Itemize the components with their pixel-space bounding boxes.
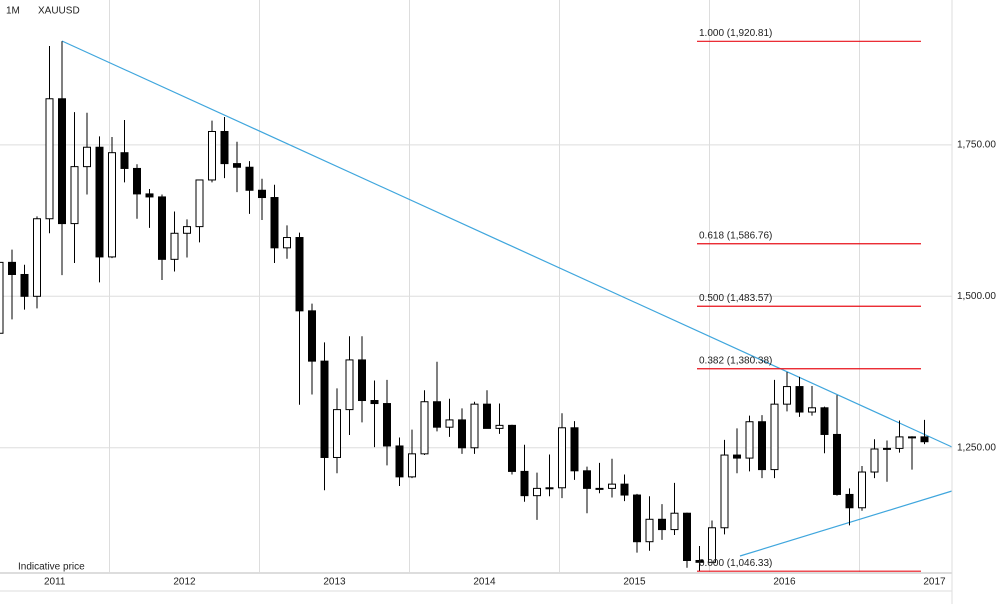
candle-body (320, 360, 329, 458)
candle-body (145, 193, 154, 198)
candle-body (170, 232, 179, 260)
candle-body (283, 237, 291, 249)
candle-body (683, 512, 691, 561)
note: Indicative price (18, 562, 85, 573)
candle-body (633, 494, 641, 543)
candle-body (258, 189, 266, 199)
fib-label: 0.618 (1,586.76) (699, 230, 772, 241)
candle-body (645, 518, 654, 543)
candle-body (395, 445, 404, 478)
candle-body (445, 419, 454, 428)
x-tick-label: 2017 (923, 577, 946, 588)
candle-body (495, 424, 504, 429)
candle-body (733, 454, 741, 459)
candle-body (58, 98, 66, 225)
x-tick-label: 2011 (44, 577, 66, 588)
candle-body (345, 359, 354, 411)
interval: 1M (6, 6, 20, 17)
candle-body (858, 471, 866, 509)
x-tick-label: 2013 (323, 577, 346, 588)
x-tick-label: 2015 (623, 577, 646, 588)
candle-body (308, 310, 316, 362)
candle-body (883, 447, 891, 450)
fib-label: 0.000 (1,046.33) (699, 558, 772, 569)
candle-body (358, 359, 366, 402)
candle-body (383, 403, 391, 447)
candle-body (845, 493, 854, 509)
candle-body (620, 483, 629, 496)
candle-body (120, 152, 129, 169)
candle-body (70, 166, 79, 225)
trend-line (61, 40, 953, 448)
candle-body (670, 512, 679, 531)
fib-label: 0.382 (1,380.38) (699, 355, 772, 366)
candle-body (108, 152, 116, 258)
candle-body (220, 130, 229, 165)
candle-body (520, 470, 529, 497)
candle-body (570, 427, 579, 472)
candle-body (920, 436, 929, 443)
candle-body (720, 454, 729, 529)
candle-body (808, 407, 816, 413)
trend-line (739, 490, 953, 557)
candle-body (795, 386, 804, 413)
candle-body (583, 470, 591, 489)
candle-body (20, 273, 29, 297)
candle-body (408, 453, 416, 478)
candle-body (8, 261, 16, 275)
candle-body (483, 403, 491, 429)
candle-body (783, 386, 791, 405)
candle-body (708, 527, 716, 563)
candle-body (333, 409, 341, 458)
candle-body (270, 197, 279, 249)
candle-body (245, 166, 254, 191)
candle-body (95, 146, 104, 258)
candle-body (420, 401, 429, 455)
x-tick-label: 2014 (473, 577, 496, 588)
candle-body (458, 419, 466, 449)
candle-body (433, 401, 441, 428)
candle-body (758, 421, 766, 471)
candle-body (195, 179, 204, 228)
candle-body (45, 98, 54, 220)
candle-body (33, 218, 41, 297)
candle-body (870, 448, 879, 473)
x-tick-label: 2012 (173, 577, 196, 588)
candle-body (83, 146, 91, 168)
candle-body (908, 436, 916, 439)
candle-body (508, 424, 516, 472)
candle-body (533, 487, 541, 497)
candle-body (545, 487, 554, 490)
candle-body (770, 403, 779, 471)
candle-body (208, 130, 216, 181)
candle-body (608, 483, 616, 489)
candle-body (295, 237, 304, 312)
y-tick-label: 1,250.00 (957, 442, 996, 453)
candle-body (745, 421, 754, 459)
candle-body (833, 433, 841, 495)
candle-body (658, 518, 666, 531)
candle-body (183, 226, 191, 234)
grid (0, 0, 952, 572)
candle-body (0, 261, 4, 334)
candle-body (158, 196, 166, 260)
y-tick-label: 1,750.00 (957, 139, 996, 150)
y-tick-label: 1,500.00 (957, 291, 996, 302)
candle-body (370, 400, 379, 405)
candle-body (233, 163, 241, 168)
symbol: XAUUSD (38, 6, 80, 17)
candle-body (895, 436, 904, 449)
candle-body (470, 403, 479, 449)
candle-body (558, 427, 566, 489)
fib-label: 1.000 (1,920.81) (699, 28, 772, 39)
candle-body (133, 167, 141, 195)
x-tick-label: 2016 (773, 577, 796, 588)
candle-body (695, 559, 704, 563)
candles (0, 41, 929, 572)
fib-label: 0.500 (1,483.57) (699, 293, 772, 304)
candle-body (820, 407, 829, 435)
candle-body (595, 487, 604, 490)
